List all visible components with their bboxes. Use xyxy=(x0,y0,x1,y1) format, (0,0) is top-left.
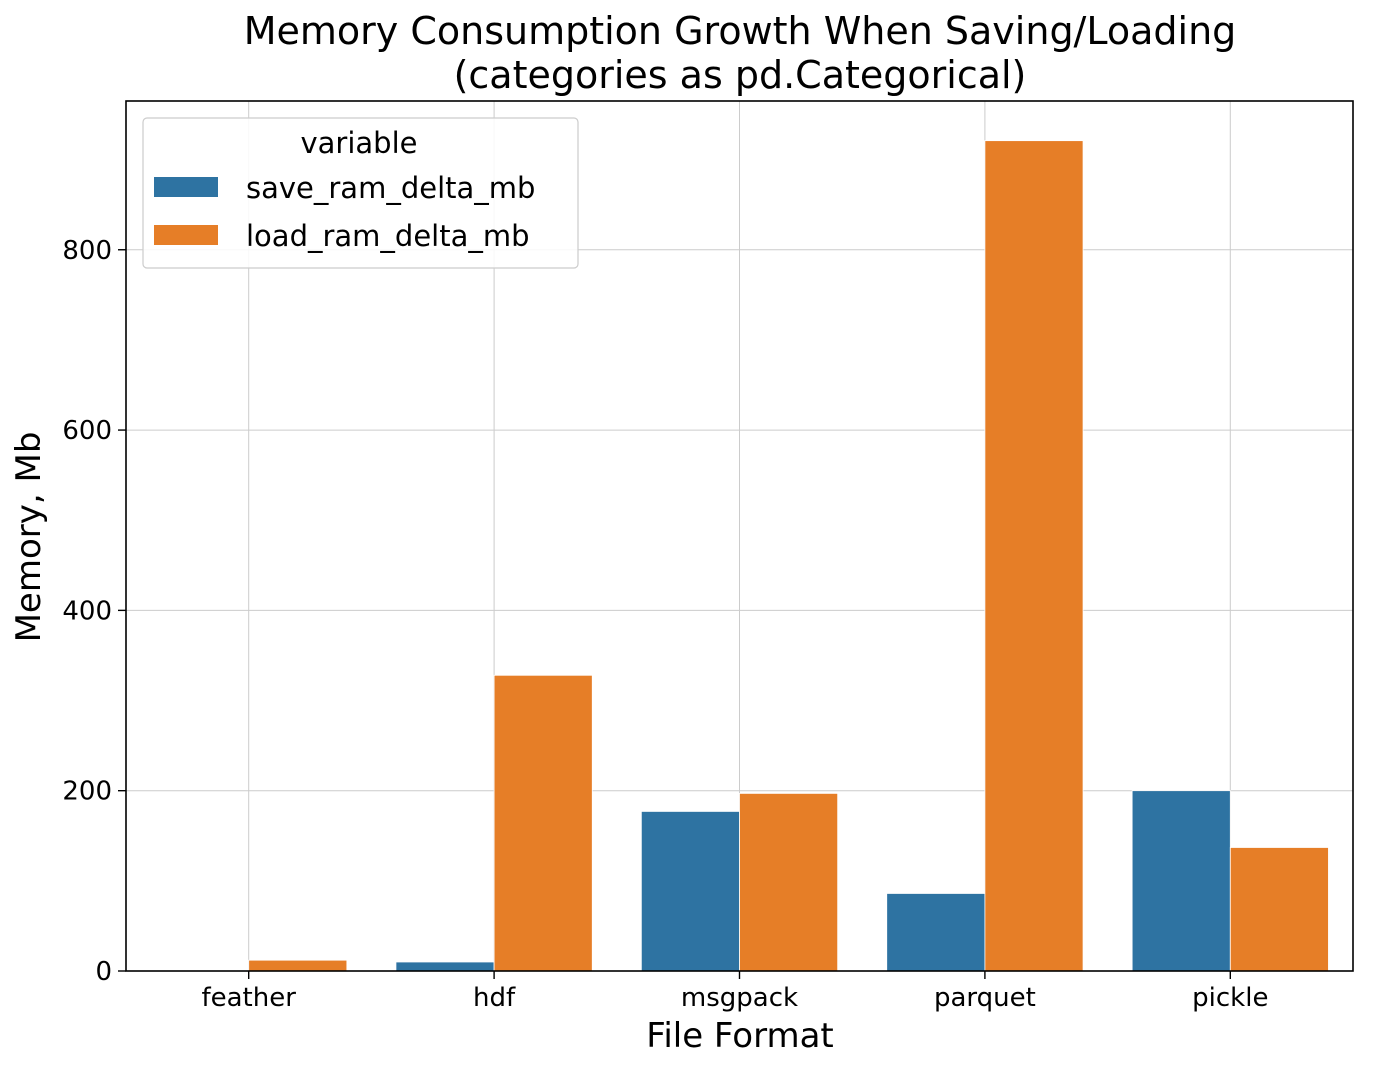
legend-label-save: save_ram_delta_mb xyxy=(246,171,535,205)
y-tick-label: 400 xyxy=(62,596,112,626)
y-tick-label: 600 xyxy=(62,416,112,446)
x-tick-labels: feather hdf msgpack parquet pickle xyxy=(201,971,1268,1013)
bar-load_ram_delta_mb-feather xyxy=(248,959,348,972)
legend-swatch-load xyxy=(154,225,218,245)
bar-save_ram_delta_mb-pickle xyxy=(1131,790,1231,972)
legend-title: variable xyxy=(301,126,418,160)
x-tick-label: feather xyxy=(201,983,296,1013)
legend-label-load: load_ram_delta_mb xyxy=(246,219,530,253)
bar-save_ram_delta_mb-hdf xyxy=(395,961,495,972)
y-tick-label: 200 xyxy=(62,777,112,807)
y-tick-label: 0 xyxy=(95,957,112,987)
x-tick-label: hdf xyxy=(473,983,516,1013)
x-axis-label: File Format xyxy=(646,1016,834,1056)
chart-subtitle: (categories as pd.Categorical) xyxy=(454,53,1027,97)
y-tick-label: 800 xyxy=(62,236,112,266)
legend-box xyxy=(142,117,579,269)
y-axis-label: Memory, Mb xyxy=(9,432,49,643)
x-tick-label: parquet xyxy=(934,983,1036,1013)
bar-load_ram_delta_mb-pickle xyxy=(1229,847,1329,972)
bars xyxy=(248,140,1329,972)
bar-save_ram_delta_mb-msgpack xyxy=(640,811,740,972)
bar-load_ram_delta_mb-msgpack xyxy=(739,792,839,972)
bar-save_ram_delta_mb-parquet xyxy=(886,893,986,972)
x-tick-label: pickle xyxy=(1192,983,1268,1013)
bar-load_ram_delta_mb-parquet xyxy=(984,140,1084,972)
x-tick-label: msgpack xyxy=(681,983,798,1013)
bar-load_ram_delta_mb-hdf xyxy=(493,674,593,972)
legend-swatch-save xyxy=(154,177,218,197)
chart-title: Memory Consumption Growth When Saving/Lo… xyxy=(244,9,1237,53)
y-tick-labels: 0 200 400 600 800 xyxy=(62,236,126,987)
legend: variable save_ram_delta_mb load_ram_delt… xyxy=(142,117,579,269)
